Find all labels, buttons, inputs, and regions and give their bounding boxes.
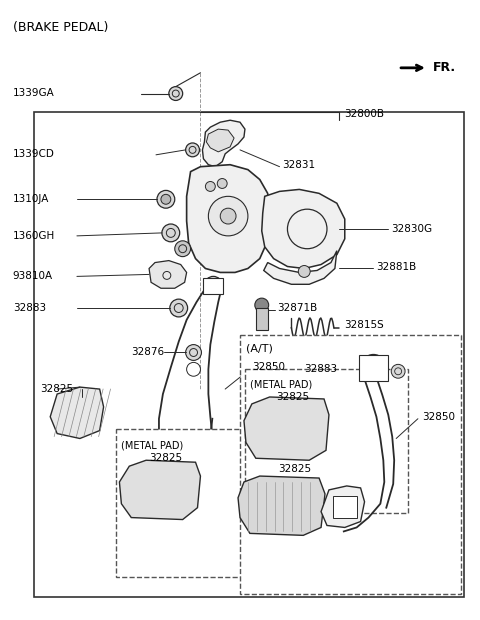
Polygon shape bbox=[144, 443, 189, 480]
Polygon shape bbox=[120, 460, 201, 520]
Circle shape bbox=[162, 224, 180, 242]
Polygon shape bbox=[244, 397, 329, 460]
Bar bbox=[256, 308, 268, 330]
Ellipse shape bbox=[286, 439, 313, 450]
Ellipse shape bbox=[123, 502, 145, 512]
Polygon shape bbox=[50, 387, 104, 438]
Ellipse shape bbox=[286, 405, 313, 416]
Text: 32883: 32883 bbox=[304, 365, 337, 374]
Circle shape bbox=[217, 179, 227, 188]
Text: 32850: 32850 bbox=[252, 362, 285, 373]
Text: 1360GH: 1360GH bbox=[12, 231, 55, 241]
Ellipse shape bbox=[155, 502, 177, 512]
Text: (METAL PAD): (METAL PAD) bbox=[121, 440, 184, 451]
Text: 32825: 32825 bbox=[278, 464, 311, 474]
Circle shape bbox=[205, 182, 216, 192]
Circle shape bbox=[360, 355, 386, 380]
Ellipse shape bbox=[286, 422, 313, 433]
Text: (METAL PAD): (METAL PAD) bbox=[250, 379, 312, 389]
Polygon shape bbox=[149, 260, 187, 288]
Text: 1339CD: 1339CD bbox=[12, 149, 55, 159]
Ellipse shape bbox=[123, 485, 145, 495]
Text: 32825: 32825 bbox=[276, 392, 309, 402]
Text: (A/T): (A/T) bbox=[246, 343, 273, 353]
Circle shape bbox=[204, 277, 222, 294]
Text: 32883: 32883 bbox=[12, 303, 46, 313]
Text: 32815S: 32815S bbox=[344, 320, 384, 330]
Text: 32800B: 32800B bbox=[344, 109, 384, 119]
Text: 32850: 32850 bbox=[422, 412, 455, 422]
Text: 32825: 32825 bbox=[149, 453, 182, 463]
Circle shape bbox=[391, 365, 405, 378]
Text: 1339GA: 1339GA bbox=[12, 87, 54, 97]
Circle shape bbox=[208, 197, 248, 236]
Text: 32871B: 32871B bbox=[277, 303, 318, 313]
Text: 1310JA: 1310JA bbox=[12, 194, 49, 205]
Circle shape bbox=[255, 298, 269, 312]
Bar bbox=[240, 335, 461, 594]
Circle shape bbox=[285, 360, 304, 379]
Polygon shape bbox=[264, 250, 337, 285]
Text: 32825: 32825 bbox=[40, 384, 73, 394]
Bar bbox=[245, 370, 408, 513]
Circle shape bbox=[368, 361, 379, 373]
Polygon shape bbox=[238, 476, 325, 535]
Polygon shape bbox=[206, 129, 234, 152]
Bar bbox=[35, 112, 464, 596]
Text: 93810A: 93810A bbox=[12, 272, 53, 281]
Text: 32876: 32876 bbox=[131, 347, 164, 356]
Text: FR.: FR. bbox=[433, 61, 456, 74]
Text: 32881B: 32881B bbox=[376, 262, 417, 272]
Bar bbox=[333, 496, 357, 518]
Bar bbox=[117, 428, 294, 577]
Bar bbox=[359, 355, 388, 381]
Circle shape bbox=[161, 194, 171, 204]
Text: 32830G: 32830G bbox=[391, 224, 432, 234]
Circle shape bbox=[169, 87, 183, 100]
Circle shape bbox=[157, 190, 175, 208]
Circle shape bbox=[220, 208, 236, 224]
Ellipse shape bbox=[250, 405, 277, 416]
Polygon shape bbox=[203, 120, 245, 167]
Ellipse shape bbox=[250, 422, 277, 433]
Ellipse shape bbox=[250, 439, 277, 450]
Circle shape bbox=[175, 241, 191, 257]
Ellipse shape bbox=[123, 468, 145, 478]
Bar bbox=[204, 278, 223, 294]
Text: 32831: 32831 bbox=[283, 160, 316, 170]
Polygon shape bbox=[262, 190, 345, 268]
Polygon shape bbox=[321, 486, 364, 528]
Circle shape bbox=[186, 143, 200, 157]
Circle shape bbox=[170, 299, 188, 317]
Ellipse shape bbox=[155, 485, 177, 495]
Polygon shape bbox=[187, 165, 270, 272]
Circle shape bbox=[298, 265, 310, 277]
Ellipse shape bbox=[155, 468, 177, 478]
Text: (BRAKE PEDAL): (BRAKE PEDAL) bbox=[12, 21, 108, 34]
Circle shape bbox=[186, 345, 202, 360]
